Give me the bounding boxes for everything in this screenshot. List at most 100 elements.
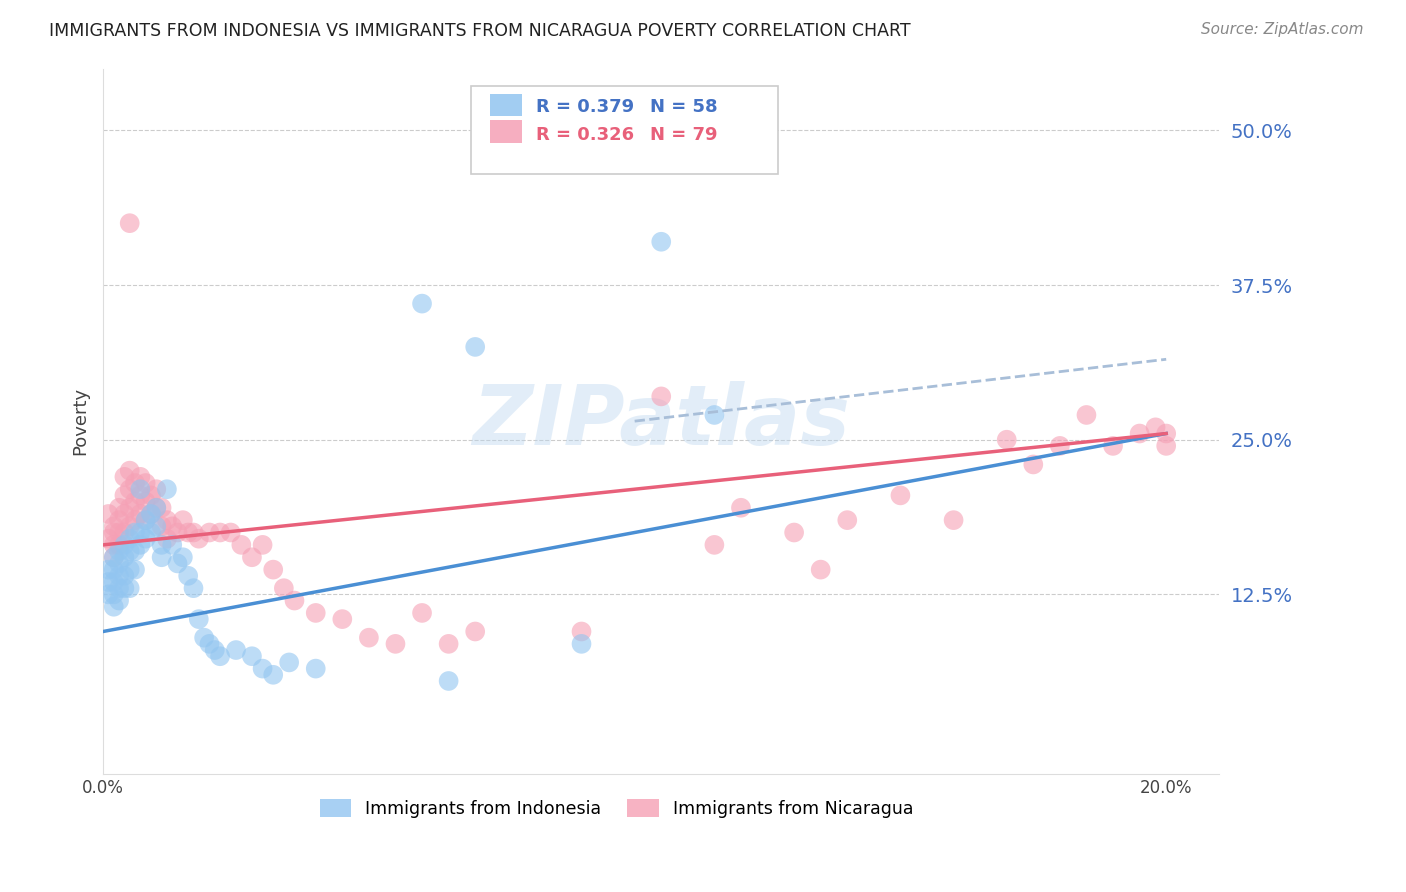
Point <box>112 488 135 502</box>
Point <box>129 470 152 484</box>
Point <box>703 408 725 422</box>
Point <box>108 525 131 540</box>
Point <box>889 488 911 502</box>
Point <box>135 475 157 490</box>
Point <box>145 519 167 533</box>
Point <box>145 482 167 496</box>
Point <box>118 532 141 546</box>
Point <box>650 235 672 249</box>
Point <box>411 296 433 310</box>
Point <box>150 500 173 515</box>
Point <box>108 557 131 571</box>
Legend: Immigrants from Indonesia, Immigrants from Nicaragua: Immigrants from Indonesia, Immigrants fr… <box>314 792 920 825</box>
Point <box>437 673 460 688</box>
Point <box>97 532 120 546</box>
Point <box>411 606 433 620</box>
Text: R = 0.379: R = 0.379 <box>536 98 634 116</box>
Point <box>103 574 125 589</box>
Point <box>145 500 167 515</box>
Point <box>262 667 284 681</box>
Point <box>283 593 305 607</box>
Point <box>187 612 209 626</box>
Point <box>103 519 125 533</box>
Point <box>124 544 146 558</box>
Point <box>209 525 232 540</box>
Point <box>124 475 146 490</box>
Point <box>262 563 284 577</box>
Point <box>1049 439 1071 453</box>
Point <box>156 482 179 496</box>
Text: ZIPatlas: ZIPatlas <box>472 381 851 462</box>
Point <box>187 532 209 546</box>
Point <box>166 557 188 571</box>
Point <box>112 507 135 521</box>
Point <box>124 563 146 577</box>
Point <box>305 606 328 620</box>
Point <box>160 519 183 533</box>
Point <box>177 525 200 540</box>
Point <box>150 519 173 533</box>
Y-axis label: Poverty: Poverty <box>72 387 89 455</box>
Point <box>112 550 135 565</box>
Point <box>97 563 120 577</box>
Point <box>172 513 194 527</box>
Point <box>240 550 263 565</box>
Point <box>571 624 593 639</box>
Point <box>150 550 173 565</box>
Point <box>198 637 221 651</box>
Point <box>252 538 274 552</box>
Point <box>273 581 295 595</box>
Point <box>97 574 120 589</box>
Point <box>103 525 125 540</box>
Point <box>118 216 141 230</box>
Point <box>1154 439 1177 453</box>
Point <box>103 538 125 552</box>
Point <box>703 538 725 552</box>
Point <box>118 500 141 515</box>
Point <box>118 482 141 496</box>
Point <box>135 494 157 508</box>
Point <box>464 340 486 354</box>
Point <box>112 470 135 484</box>
Text: N = 79: N = 79 <box>650 127 717 145</box>
Point <box>166 525 188 540</box>
Point <box>183 581 205 595</box>
Point <box>1144 420 1167 434</box>
FancyBboxPatch shape <box>471 87 779 174</box>
Point <box>942 513 965 527</box>
Point <box>129 488 152 502</box>
Point <box>112 581 135 595</box>
Point <box>240 649 263 664</box>
Point <box>225 643 247 657</box>
Point <box>156 532 179 546</box>
Point <box>139 507 162 521</box>
Point <box>139 525 162 540</box>
Point <box>810 563 832 577</box>
Point <box>129 482 152 496</box>
Point <box>112 538 135 552</box>
Point <box>129 507 152 521</box>
Point <box>209 649 232 664</box>
Point <box>108 513 131 527</box>
Point <box>118 464 141 478</box>
Point <box>135 513 157 527</box>
Point <box>183 525 205 540</box>
Point <box>783 525 806 540</box>
Point <box>156 513 179 527</box>
Point <box>108 569 131 583</box>
Point <box>108 538 131 552</box>
Point <box>103 550 125 565</box>
Point <box>129 525 152 540</box>
Point <box>1129 426 1152 441</box>
Point <box>1022 458 1045 472</box>
Point <box>139 488 162 502</box>
Text: Source: ZipAtlas.com: Source: ZipAtlas.com <box>1201 22 1364 37</box>
Point <box>124 525 146 540</box>
Text: R = 0.326: R = 0.326 <box>536 127 634 145</box>
Point <box>118 563 141 577</box>
Point <box>1076 408 1098 422</box>
Point <box>464 624 486 639</box>
Point <box>103 599 125 614</box>
Point <box>278 656 301 670</box>
Point <box>193 631 215 645</box>
